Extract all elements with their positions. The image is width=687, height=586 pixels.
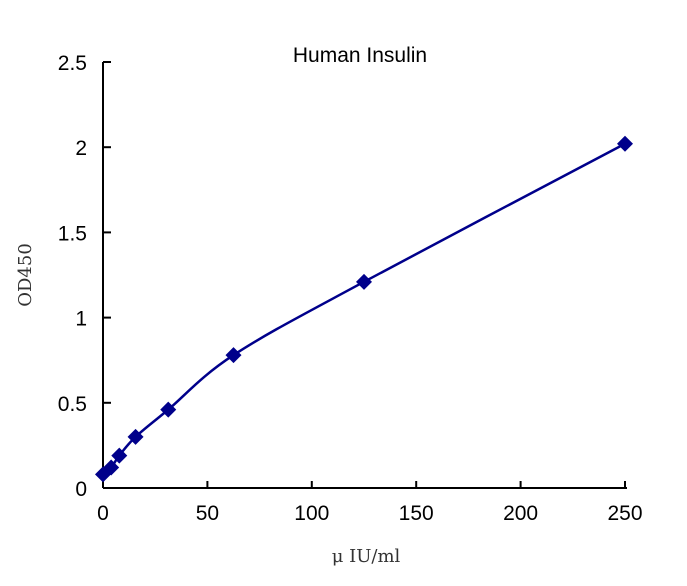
data-point [127, 428, 144, 445]
y-tick-label: 2.5 [58, 52, 87, 75]
data-point [356, 273, 372, 290]
data-point [225, 347, 242, 364]
data-point [617, 135, 633, 152]
x-tick-label: 50 [196, 502, 219, 525]
y-tick-label: 0.5 [58, 393, 87, 416]
x-tick-label: 200 [503, 502, 538, 525]
y-tick-label: 2 [75, 137, 87, 160]
x-axis-label: μ IU/ml [332, 546, 401, 567]
y-tick-label: 1 [75, 308, 87, 331]
data-point [103, 459, 120, 476]
x-tick-label: 150 [399, 502, 434, 525]
y-tick-label: 1.5 [58, 222, 87, 245]
chart-title: Human Insulin [293, 44, 427, 67]
x-tick-label: 100 [294, 502, 329, 525]
data-point [160, 401, 177, 418]
x-tick-label: 0 [97, 502, 109, 525]
y-tick-label: 0 [75, 478, 87, 501]
series-line [102, 142, 626, 476]
data-point [111, 447, 128, 464]
x-tick-label: 250 [607, 502, 642, 525]
y-axis-label: OD450 [15, 243, 36, 307]
